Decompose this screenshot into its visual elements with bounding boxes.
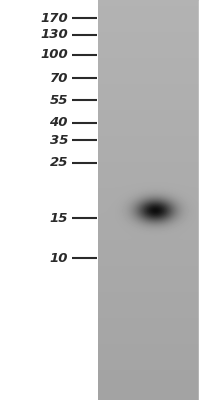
Text: 40: 40 — [50, 116, 68, 130]
Text: 25: 25 — [50, 156, 68, 170]
Text: 10: 10 — [50, 252, 68, 264]
Text: 35: 35 — [50, 134, 68, 146]
Text: 15: 15 — [50, 212, 68, 224]
Text: 70: 70 — [50, 72, 68, 84]
Text: 55: 55 — [50, 94, 68, 106]
Text: 170: 170 — [40, 12, 68, 24]
Text: 130: 130 — [40, 28, 68, 42]
Bar — [199, 0, 204, 400]
Text: 100: 100 — [40, 48, 68, 62]
